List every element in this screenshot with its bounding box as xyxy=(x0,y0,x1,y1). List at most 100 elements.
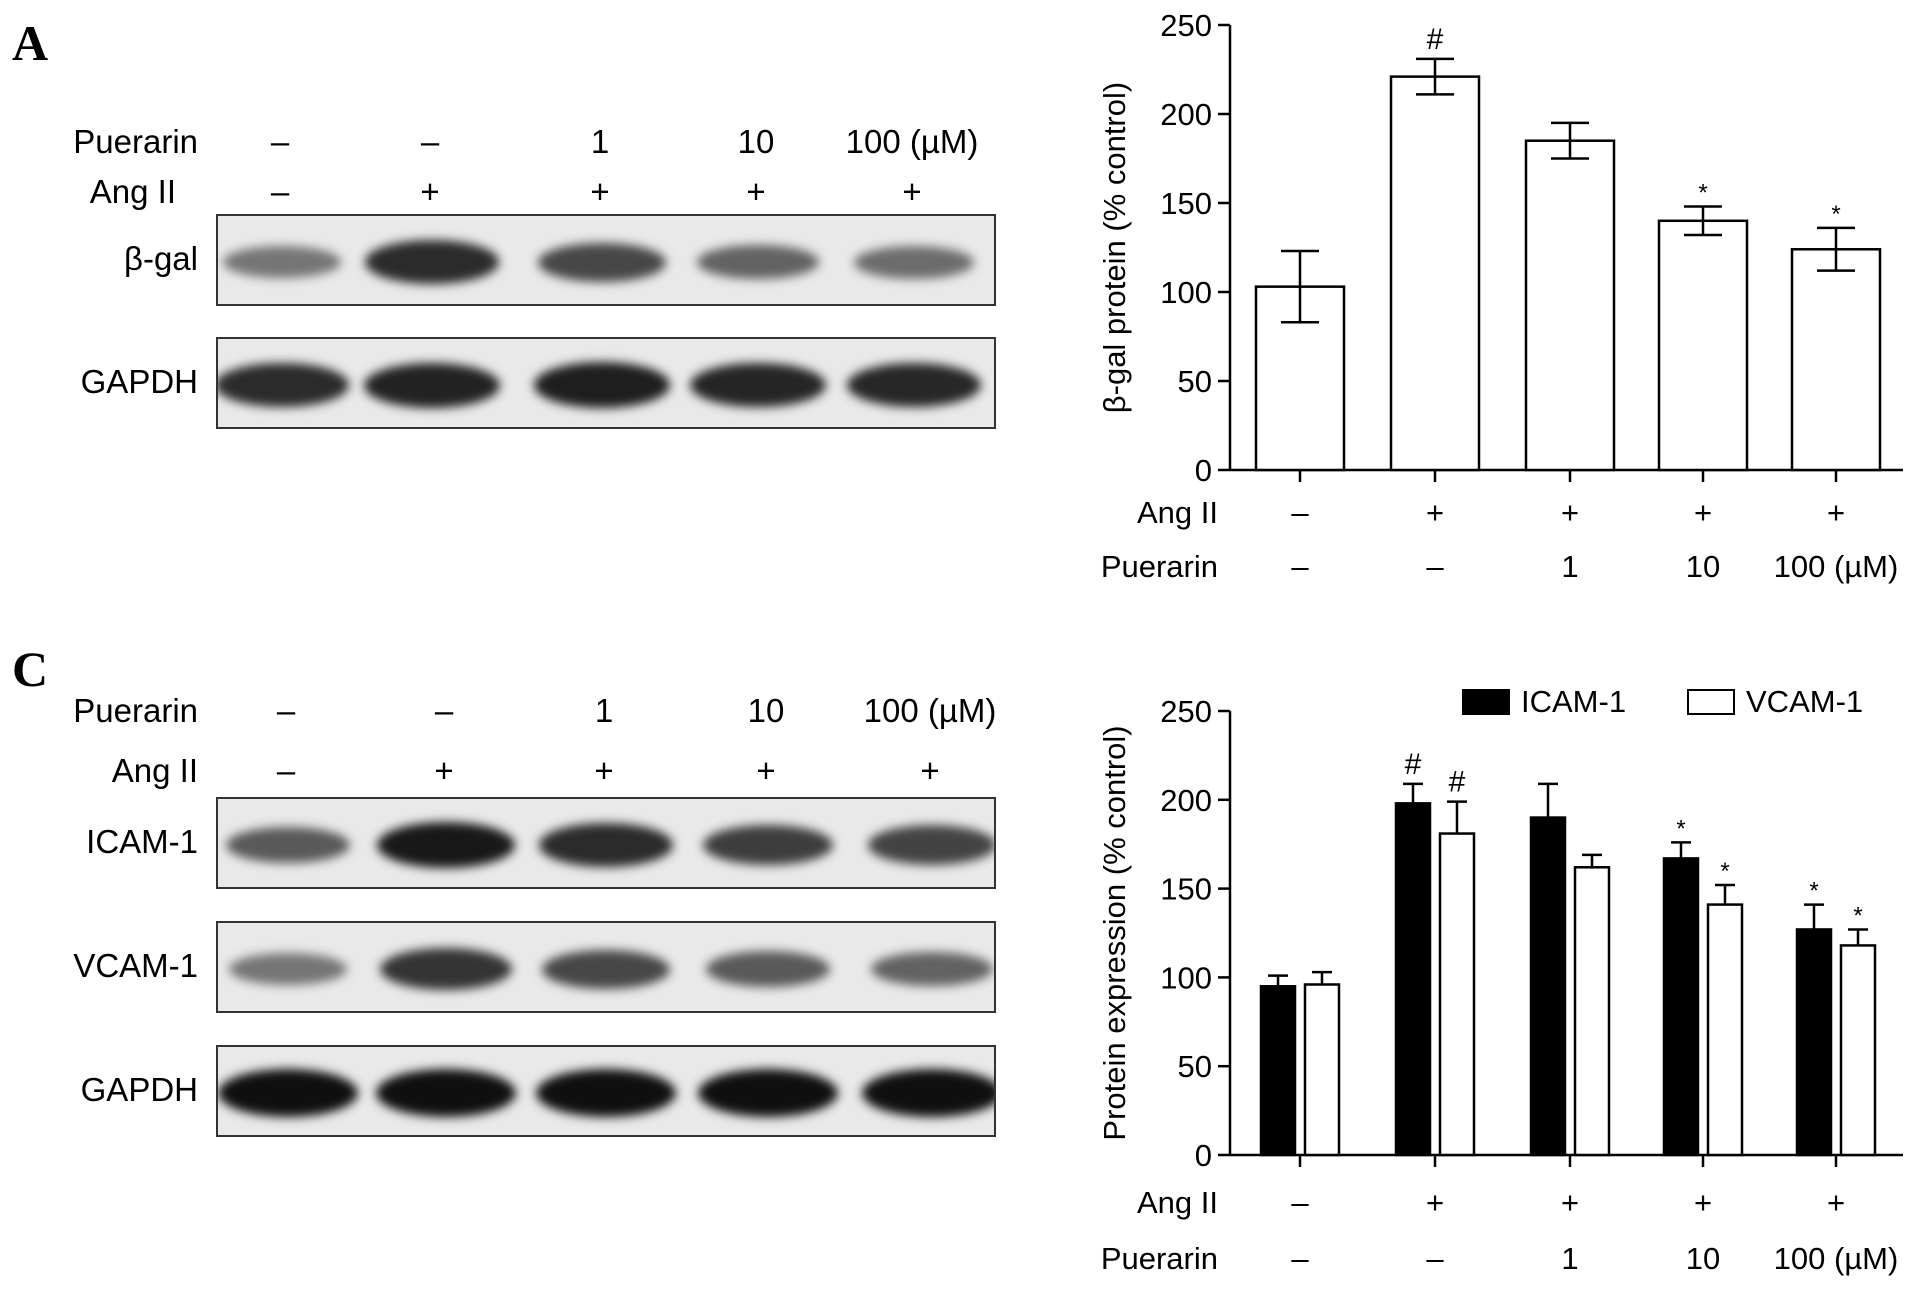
protein-band xyxy=(846,362,982,408)
significance-marker: * xyxy=(1676,815,1685,842)
bar xyxy=(1389,75,1481,472)
blot-strip xyxy=(216,214,996,306)
protein-band xyxy=(223,246,341,278)
chart-d: 0 50 100 150 200 250 Protein expression (% con… xyxy=(1097,684,1903,1276)
y-tick-label: 50 xyxy=(1178,364,1212,399)
y-tick-label: 200 xyxy=(1160,97,1212,132)
bar xyxy=(1839,944,1877,1157)
x-row-value: + xyxy=(1561,495,1579,530)
protein-band xyxy=(690,362,826,408)
treatment-value: – xyxy=(420,123,440,160)
significance-marker: * xyxy=(1831,201,1840,228)
protein-band xyxy=(867,825,994,865)
x-row-value: 10 xyxy=(1686,549,1720,584)
y-tick-label: 100 xyxy=(1160,960,1212,995)
legend-label: ICAM-1 xyxy=(1521,684,1626,719)
y-axis-label: β-gal protein (% control) xyxy=(1097,82,1132,413)
bar xyxy=(1529,816,1567,1157)
blot-strip xyxy=(216,797,996,889)
treatment-value: + xyxy=(920,752,940,789)
protein-band xyxy=(229,953,347,985)
significance-marker: * xyxy=(1720,858,1729,885)
blot-label: VCAM-1 xyxy=(73,947,198,984)
x-row-value: – xyxy=(1291,1241,1309,1276)
blot-label: ICAM-1 xyxy=(86,823,198,860)
x-row-value: + xyxy=(1694,495,1712,530)
blot-label: GAPDH xyxy=(80,1071,198,1108)
blot-strip xyxy=(216,1045,996,1137)
y-tick-label: 100 xyxy=(1160,275,1212,310)
y-tick-label: 150 xyxy=(1160,186,1212,221)
protein-band xyxy=(706,951,830,987)
protein-band xyxy=(697,244,819,280)
treatment-value: – xyxy=(270,173,290,210)
x-row-value: – xyxy=(1291,495,1309,530)
treatment-value: 10 xyxy=(747,692,785,729)
treatment-label: Ang II xyxy=(111,752,198,789)
x-row-value: 1 xyxy=(1561,549,1578,584)
protein-band xyxy=(538,242,666,282)
y-axis-label: Protein expression (% control) xyxy=(1097,725,1132,1140)
treatment-value: – xyxy=(276,752,296,789)
x-row-value: – xyxy=(1426,549,1444,584)
protein-band xyxy=(542,949,670,989)
blot-strip xyxy=(216,921,996,1013)
protein-band xyxy=(226,827,350,863)
x-row-value: + xyxy=(1426,1185,1444,1220)
protein-band xyxy=(376,1069,516,1117)
treatment-value: + xyxy=(420,173,440,210)
y-tick-label: 0 xyxy=(1195,453,1212,488)
x-row-value: – xyxy=(1426,1241,1444,1276)
protein-band xyxy=(536,1069,676,1117)
significance-marker: # xyxy=(1405,748,1422,781)
bar xyxy=(1524,139,1616,472)
x-row-value: + xyxy=(1827,495,1845,530)
blot-panel-c: Puerarin – – 1 10 100 (µM) Ang II – + + + + ICAM-1 VC… xyxy=(0,0,1000,1160)
treatment-label: Puerarin xyxy=(73,123,198,160)
protein-band xyxy=(380,948,512,990)
bar xyxy=(1657,219,1749,472)
treatment-value: – xyxy=(270,123,290,160)
treatment-label: Puerarin xyxy=(73,692,198,729)
treatment-value: + xyxy=(746,173,766,210)
legend-swatch xyxy=(1687,689,1735,715)
treatment-label: Ang II xyxy=(89,173,176,210)
y-tick-label: 250 xyxy=(1160,8,1212,43)
x-row-value: – xyxy=(1291,1185,1309,1220)
protein-band xyxy=(218,1069,358,1117)
protein-band xyxy=(703,824,833,866)
bar xyxy=(1662,857,1700,1157)
bar xyxy=(1438,832,1476,1157)
protein-band xyxy=(365,240,499,284)
y-tick-label: 200 xyxy=(1160,783,1212,818)
panel-letter-c: C xyxy=(12,641,49,697)
x-row-value: 10 xyxy=(1686,1241,1720,1276)
treatment-value: 1 xyxy=(594,692,614,729)
protein-band xyxy=(377,821,515,869)
treatment-value: 100 (µM) xyxy=(863,692,997,729)
protein-band xyxy=(364,362,500,408)
protein-band xyxy=(218,363,349,407)
y-tick-label: 0 xyxy=(1195,1138,1212,1173)
x-row-value: + xyxy=(1827,1185,1845,1220)
treatment-value: 10 xyxy=(737,123,775,160)
treatment-value: – xyxy=(276,692,296,729)
protein-band xyxy=(871,951,993,987)
bar xyxy=(1790,248,1882,472)
treatment-value: 1 xyxy=(590,123,610,160)
treatment-value: + xyxy=(594,752,614,789)
blot-strip xyxy=(216,337,996,429)
significance-marker: # xyxy=(1449,766,1466,799)
x-row-value: 100 (µM) xyxy=(1774,1241,1899,1276)
y-tick-label: 50 xyxy=(1178,1049,1212,1084)
x-row-value: 1 xyxy=(1561,1241,1578,1276)
y-tick-label: 250 xyxy=(1160,694,1212,729)
x-row-value: 100 (µM) xyxy=(1774,549,1899,584)
protein-band xyxy=(854,245,974,279)
significance-marker: # xyxy=(1427,23,1444,56)
treatment-value: + xyxy=(434,752,454,789)
x-row-label: Puerarin xyxy=(1101,1241,1218,1276)
treatment-value: + xyxy=(590,173,610,210)
x-row-value: – xyxy=(1291,549,1309,584)
x-row-value: + xyxy=(1694,1185,1712,1220)
